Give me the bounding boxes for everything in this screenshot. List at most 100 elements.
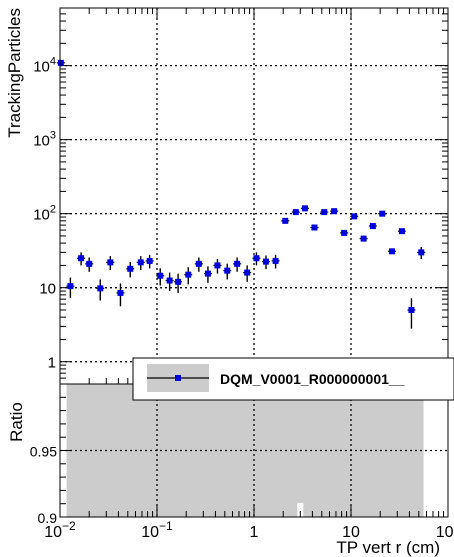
data-marker (292, 209, 299, 216)
data-point (126, 262, 135, 278)
data-point (77, 252, 86, 266)
data-point (116, 283, 125, 307)
data-point (194, 257, 203, 272)
x-tick-labels: 10−2 10−1 1 10 102 (44, 519, 454, 541)
ratio-y-tick-label: 0.9 (38, 510, 58, 526)
y-axis-label: TrackingParticles (5, 8, 24, 138)
main-data-points (56, 59, 426, 329)
data-point (165, 272, 174, 292)
data-marker (341, 229, 348, 236)
legend-marker (175, 375, 181, 381)
x-tick-label: 10 (342, 524, 360, 541)
data-marker (127, 265, 134, 272)
data-point (85, 257, 94, 272)
y-tick-label: 1 (48, 355, 56, 372)
data-marker (234, 260, 241, 267)
data-point (281, 217, 290, 224)
data-point (262, 255, 271, 270)
data-marker (166, 277, 173, 284)
data-marker (272, 257, 279, 264)
data-point (223, 263, 232, 280)
data-point (407, 298, 416, 329)
data-point (233, 257, 242, 272)
data-point (388, 248, 397, 255)
data-point (106, 256, 115, 271)
data-point (252, 252, 261, 266)
data-marker (244, 269, 251, 276)
data-marker (331, 208, 338, 215)
data-marker (157, 272, 164, 279)
legend: DQM_V0001_R000000001__ (132, 357, 454, 401)
ratio-y-axis-label: Ratio (7, 402, 26, 442)
data-point (56, 59, 65, 66)
data-marker (398, 228, 405, 235)
data-marker (78, 255, 85, 262)
data-marker (408, 306, 415, 313)
data-point (271, 254, 280, 269)
data-point (340, 229, 349, 236)
data-point (359, 235, 368, 242)
data-marker (97, 285, 104, 292)
data-point (291, 209, 300, 216)
ratio-plot-panel: Ratio TP vert r (cm) 0.90.95 10−2 10−1 1 10… (7, 383, 454, 557)
data-point (310, 224, 319, 231)
data-marker (86, 260, 93, 267)
data-marker (321, 209, 328, 216)
ratio-grid (60, 384, 448, 517)
y-tick-label: 104 (33, 56, 56, 76)
data-marker (224, 267, 231, 274)
data-marker (175, 278, 182, 285)
data-marker (195, 260, 202, 267)
x-tick-label: 10−1 (141, 519, 173, 541)
data-marker (57, 59, 64, 66)
data-marker (282, 217, 289, 224)
data-point (397, 228, 406, 235)
data-point (156, 268, 165, 286)
data-point (330, 208, 339, 215)
data-marker (253, 255, 260, 262)
x-tick-label: 10−2 (44, 519, 76, 541)
legend-entry-label: DQM_V0001_R000000001__ (220, 371, 405, 387)
data-marker (389, 248, 396, 255)
data-point (243, 265, 252, 282)
data-marker (263, 258, 270, 265)
data-marker (301, 205, 308, 212)
data-point (66, 277, 75, 298)
data-point (96, 279, 105, 301)
x-axis-label: TP vert r (cm) (336, 538, 440, 557)
main-plot-panel: TrackingParticles 1 10 102 103 104 (5, 7, 449, 385)
data-marker (311, 224, 318, 231)
data-marker (185, 271, 192, 278)
ratio-band-gap (297, 503, 304, 517)
data-point (213, 258, 222, 274)
data-point (203, 266, 212, 283)
data-marker (351, 213, 358, 220)
x-tick-label: 102 (436, 519, 454, 541)
y-tick-label: 103 (33, 130, 56, 150)
ratio-y-tick-labels: 0.9 0.95 (30, 444, 57, 527)
data-point (320, 209, 329, 216)
data-point (378, 210, 387, 217)
y-tick-label: 10 (39, 281, 56, 298)
x-tick-label: 1 (250, 524, 259, 541)
data-marker (107, 259, 114, 266)
ratio-y-tick-label: 0.95 (30, 444, 57, 460)
main-grid (60, 8, 448, 384)
data-point (174, 273, 183, 293)
data-point (368, 223, 377, 230)
data-point (145, 254, 154, 269)
data-marker (204, 270, 211, 277)
data-marker (67, 283, 74, 290)
data-point (300, 205, 309, 212)
data-point (417, 246, 426, 259)
main-y-tick-labels: 1 10 102 103 104 (33, 56, 56, 372)
data-marker (214, 262, 221, 269)
data-point (136, 256, 145, 271)
y-tick-label: 102 (33, 204, 56, 224)
data-marker (146, 257, 153, 264)
data-marker (360, 235, 367, 242)
data-point (184, 267, 193, 285)
data-marker (379, 210, 386, 217)
data-marker (369, 223, 376, 230)
